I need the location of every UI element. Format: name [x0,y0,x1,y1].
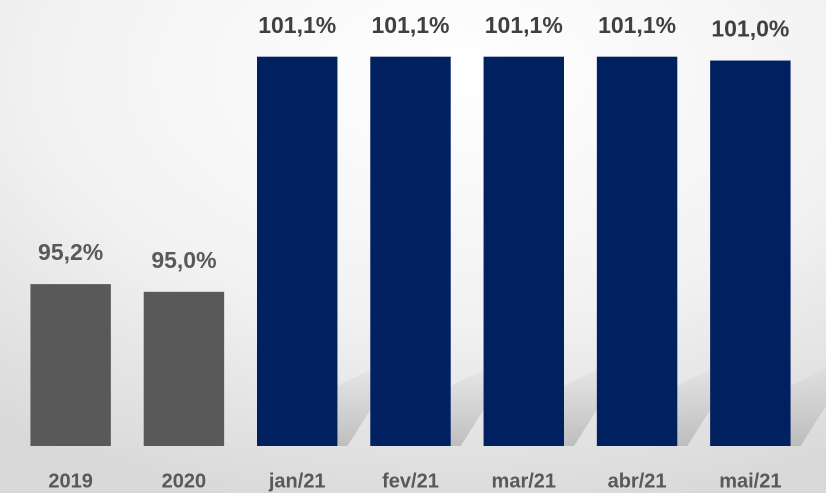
bar [370,56,451,446]
x-tick-label: mar/21 [492,470,557,492]
bar [30,284,111,446]
bar [143,291,225,446]
bar-shadow [790,368,826,446]
data-label: 101,1% [371,12,449,38]
x-tick-label: mai/21 [719,470,781,492]
data-label: 101,0% [711,16,789,42]
x-tick-label: abr/21 [608,470,667,492]
data-label: 101,1% [258,12,336,38]
bar [710,60,791,446]
data-label: 95,2% [38,239,103,265]
data-label: 101,1% [485,12,563,38]
x-tick-label: 2019 [48,470,93,492]
x-tick-label: fev/21 [382,470,439,492]
data-label: 95,0% [151,247,216,273]
x-tick-label: 2020 [162,470,207,492]
data-label: 101,1% [598,12,676,38]
bar [596,56,678,446]
bar [256,56,338,446]
bar [483,56,565,446]
x-tick-label: jan/21 [268,470,326,492]
